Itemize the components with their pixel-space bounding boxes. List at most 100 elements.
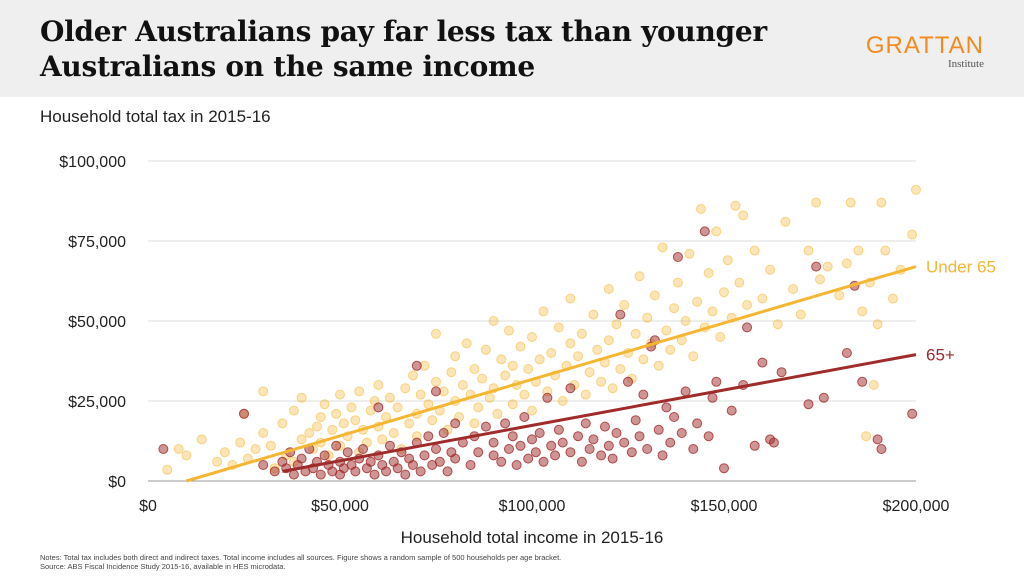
point-under-65 <box>795 309 806 320</box>
point-over-65 <box>407 460 418 470</box>
point-under-65 <box>695 204 706 214</box>
point-under-65 <box>296 434 307 445</box>
point-under-65 <box>446 367 457 378</box>
point-under-65 <box>868 380 879 390</box>
point-under-65 <box>588 309 599 320</box>
x-tick-labels: $0 $50,000 $100,000 $150,000 $200,000 <box>139 498 949 515</box>
point-over-65 <box>431 444 441 454</box>
point-over-65 <box>619 437 630 448</box>
point-over-65 <box>565 447 576 458</box>
point-over-65 <box>857 376 868 387</box>
point-under-65 <box>327 424 338 435</box>
point-over-65 <box>726 405 737 416</box>
point-under-65 <box>162 464 173 475</box>
scatter-chart: $0 $25,000 $50,000 $75,000 $100,000 $0 $50,00… <box>59 154 996 547</box>
point-under-65 <box>680 316 691 326</box>
point-under-65 <box>822 261 833 272</box>
point-under-65 <box>392 402 403 413</box>
point-under-65 <box>500 370 511 381</box>
point-under-65 <box>431 376 441 387</box>
point-under-65 <box>715 332 726 342</box>
point-under-65 <box>834 290 845 301</box>
point-under-65 <box>407 370 418 381</box>
point-under-65 <box>350 415 361 426</box>
title-line-2: Australians on the same income <box>40 50 535 83</box>
y-axis-title: Household total tax in 2015-16 <box>40 107 271 126</box>
point-over-65 <box>473 447 484 458</box>
point-under-65 <box>480 344 491 355</box>
point-under-65 <box>711 226 722 237</box>
point-under-65 <box>811 197 822 208</box>
y-tick-label: $25,000 <box>68 394 126 411</box>
point-under-65 <box>515 341 526 352</box>
point-under-65 <box>492 408 503 419</box>
point-under-65 <box>803 245 814 256</box>
point-over-65 <box>534 428 545 438</box>
point-over-65 <box>876 444 887 454</box>
point-over-65 <box>450 453 461 464</box>
point-over-65 <box>523 453 534 464</box>
point-under-65 <box>738 210 749 221</box>
point-over-65 <box>580 418 591 429</box>
point-over-65 <box>500 418 511 429</box>
point-over-65 <box>258 460 269 470</box>
point-over-65 <box>515 440 526 451</box>
point-under-65 <box>450 351 461 362</box>
point-over-65 <box>369 469 380 480</box>
point-under-65 <box>265 440 276 451</box>
point-under-65 <box>304 428 315 438</box>
point-over-65 <box>811 261 822 272</box>
point-under-65 <box>546 348 557 358</box>
point-under-65 <box>431 328 441 339</box>
point-over-65 <box>511 460 522 470</box>
point-under-65 <box>573 351 584 362</box>
data-points <box>158 184 921 480</box>
point-over-65 <box>538 456 549 467</box>
point-over-65 <box>530 447 541 458</box>
point-under-65 <box>603 335 614 346</box>
point-under-65 <box>423 399 434 410</box>
point-under-65 <box>672 277 683 288</box>
chart-title: Older Australians pay far less tax than … <box>40 14 840 84</box>
point-over-65 <box>692 418 703 429</box>
point-under-65 <box>772 319 783 330</box>
point-under-65 <box>496 354 507 365</box>
point-over-65 <box>342 447 353 458</box>
point-under-65 <box>338 418 349 429</box>
point-under-65 <box>607 383 618 394</box>
point-over-65 <box>776 367 787 378</box>
point-over-65 <box>803 399 814 410</box>
point-under-65 <box>315 412 326 422</box>
point-over-65 <box>431 386 441 397</box>
point-over-65 <box>599 421 610 432</box>
point-over-65 <box>872 434 883 445</box>
point-under-65 <box>780 216 791 227</box>
point-under-65 <box>250 444 261 454</box>
trend-lines <box>185 265 917 483</box>
y-tick-label: $0 <box>108 474 126 491</box>
point-over-65 <box>557 437 568 448</box>
point-under-65 <box>473 402 484 413</box>
point-under-65 <box>665 344 676 355</box>
point-under-65 <box>657 242 668 253</box>
point-over-65 <box>319 450 330 461</box>
point-over-65 <box>553 424 564 435</box>
notes: Notes: Total tax includes both direct an… <box>40 553 561 571</box>
point-under-65 <box>277 418 288 429</box>
point-over-65 <box>358 444 369 454</box>
point-under-65 <box>311 421 322 432</box>
point-over-65 <box>607 453 618 464</box>
point-over-65 <box>603 440 614 451</box>
point-over-65 <box>672 252 683 262</box>
point-under-65 <box>258 386 269 397</box>
series-label-over-65: 65+ <box>926 346 955 365</box>
series-labels: Under 65 65+ <box>926 258 996 365</box>
point-under-65 <box>596 376 607 387</box>
x-tick-label: $0 <box>139 498 157 515</box>
point-under-65 <box>872 319 883 330</box>
point-under-65 <box>181 450 192 461</box>
logo-subtext: Institute <box>947 58 984 70</box>
point-under-65 <box>749 245 760 256</box>
point-under-65 <box>688 351 699 362</box>
point-over-65 <box>315 469 326 480</box>
